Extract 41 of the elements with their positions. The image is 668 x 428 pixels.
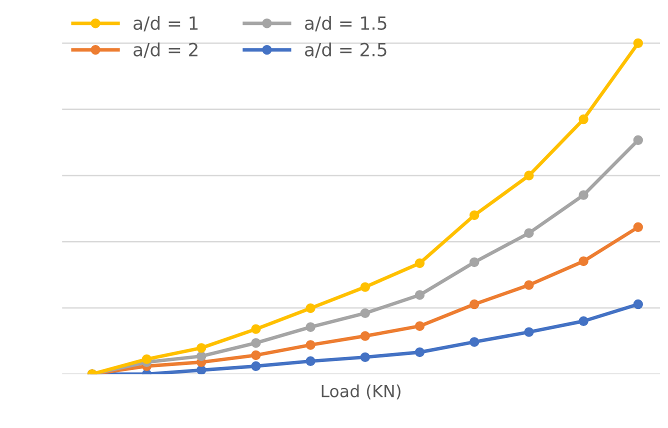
point (469, 337, 480, 347)
point (306, 356, 316, 366)
point (360, 282, 370, 292)
point (196, 365, 206, 374)
x-axis-title: Load (KN) (322, 384, 400, 400)
point (524, 170, 534, 180)
point (578, 114, 588, 124)
point (251, 361, 261, 371)
point (360, 331, 370, 341)
point (578, 190, 588, 200)
point (414, 347, 425, 358)
point (578, 256, 588, 266)
point (414, 290, 425, 300)
point (633, 222, 644, 232)
point (196, 351, 206, 362)
point (251, 338, 261, 348)
point (306, 340, 316, 350)
point (524, 228, 534, 238)
point (414, 321, 425, 331)
point (524, 280, 534, 290)
point (196, 343, 206, 353)
point (251, 350, 261, 360)
legend-label: a/d = 1.5 (305, 16, 386, 32)
point (578, 316, 588, 326)
point (469, 257, 480, 268)
point (633, 38, 644, 48)
point (414, 258, 425, 268)
point (251, 324, 261, 334)
point (360, 352, 370, 362)
point (306, 322, 316, 332)
point (469, 299, 480, 310)
legend-label: a/d = 2.5 (305, 42, 386, 58)
point (469, 210, 480, 220)
legend-label: a/d = 2 (134, 42, 198, 58)
point (633, 299, 644, 310)
point (633, 135, 644, 145)
point (306, 303, 316, 314)
legend-label: a/d = 1 (134, 16, 198, 32)
point (360, 308, 370, 318)
point (524, 327, 534, 337)
point (142, 354, 152, 364)
